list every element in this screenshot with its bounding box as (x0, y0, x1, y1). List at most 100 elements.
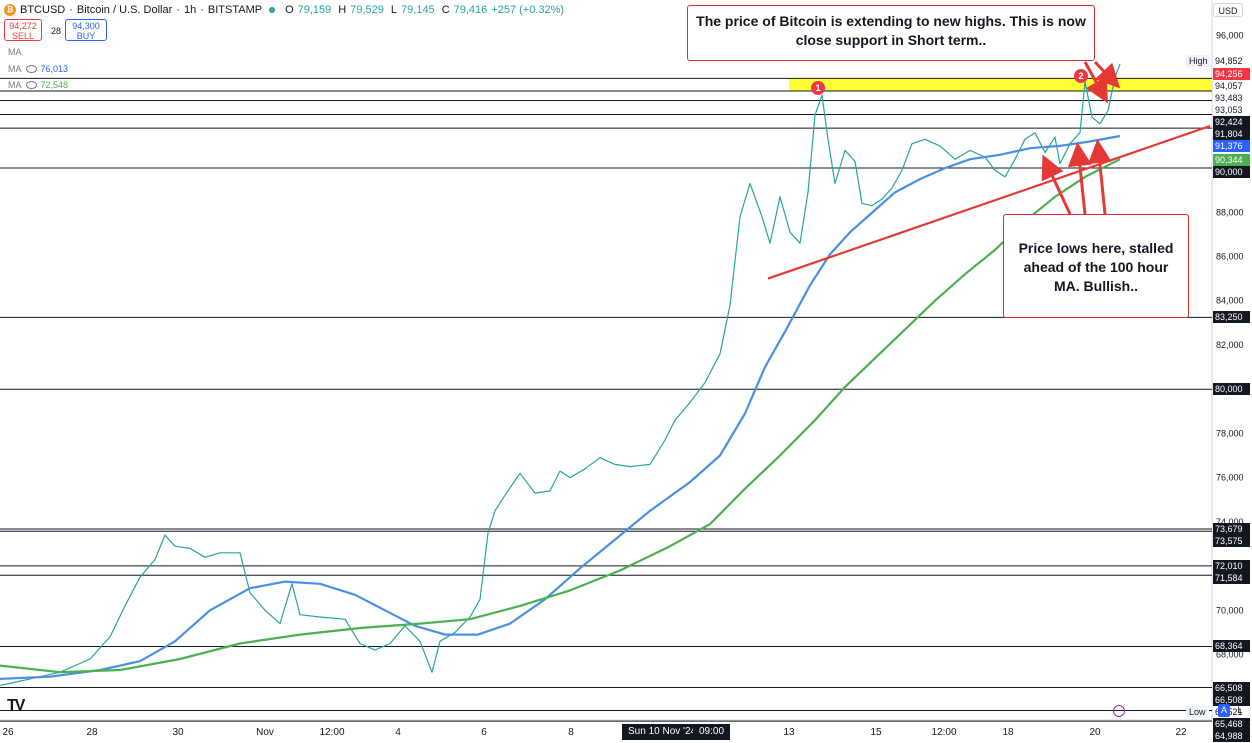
eye-icon[interactable] (25, 81, 37, 89)
market-open-icon (269, 7, 276, 13)
y-tick-label: 84,000 (1216, 296, 1244, 306)
x-tick-label: Nov (256, 727, 274, 738)
ohlc-open: 79,159 (297, 4, 332, 16)
ohlc-high: 79,529 (350, 4, 384, 16)
separator: · (200, 4, 204, 16)
crosshair-time: 09:00 (693, 724, 731, 740)
x-tick-label: 26 (2, 727, 14, 738)
x-tick-label: 28 (86, 727, 98, 738)
price-tag: 93,053 (1213, 103, 1250, 116)
symbol-name: Bitcoin / U.S. Dollar (76, 4, 173, 16)
x-tick-label: 20 (1089, 727, 1101, 738)
price-tag: 73,575 (1213, 534, 1250, 547)
price-tag: 94,256 (1213, 67, 1250, 80)
x-tick-label: 12:00 (931, 727, 956, 738)
ohlc-low: 79,145 (401, 4, 435, 16)
price-tag: 90,000 (1213, 166, 1250, 179)
sell-price: 94,272 (9, 21, 37, 31)
exchange: BITSTAMP (207, 4, 263, 16)
ohlc-low-key: L (390, 4, 398, 16)
interval[interactable]: 1h (183, 4, 197, 16)
ohlc-close-key: C (441, 4, 450, 16)
ma-legend-row[interactable]: MA 72,548 (8, 80, 68, 90)
price-tag: 91,376 (1213, 139, 1250, 152)
buy-button[interactable]: 94,300 BUY (65, 19, 107, 41)
y-tick-label: 70,000 (1216, 605, 1244, 615)
replay-icon[interactable] (1113, 705, 1125, 717)
price-extreme-label: High (1186, 54, 1211, 67)
x-tick-label: 30 (172, 727, 184, 738)
ma-legend-row[interactable]: MA 76,013 (8, 64, 68, 74)
y-tick-label: 96,000 (1216, 30, 1244, 40)
price-tag: 80,000 (1213, 383, 1250, 396)
sell-label: SELL (11, 31, 35, 41)
buy-label: BUY (76, 31, 96, 41)
price-tag: 91,804 (1213, 127, 1250, 140)
price-tag: 90,344 (1213, 154, 1250, 167)
y-tick-label: 74,000 (1216, 517, 1244, 527)
eye-icon[interactable] (25, 65, 37, 73)
x-axis[interactable]: 26 28 30 Nov 12:00 4 6 8 13 15 12:00 18 20 22 (2, 727, 1187, 738)
ohlc-high-key: H (338, 4, 347, 16)
symbol-code[interactable]: BTCUSD (20, 4, 66, 16)
price-tag: 73,679 (1213, 522, 1250, 535)
x-tick-label: 15 (870, 727, 882, 738)
ohlc-change: +257 (+0.32%) (491, 4, 565, 16)
ma-label: MA (8, 47, 22, 57)
y-tick-label: 78,000 (1216, 428, 1244, 438)
spread-value: 28 (51, 26, 62, 36)
trend-line (767, 124, 1211, 280)
price-extreme-label: Low (1186, 705, 1209, 718)
annotation-price-lows[interactable]: Price lows here, stalled ahead of the 10… (1003, 214, 1189, 318)
ohlc-close: 79,416 (453, 4, 488, 16)
x-tick-label: 12:00 (319, 727, 344, 738)
x-tick-label: 18 (1002, 727, 1014, 738)
y-tick-label: 76,000 (1216, 473, 1244, 483)
price-tag: 92,424 (1213, 115, 1250, 128)
x-tick-label: 13 (783, 727, 795, 738)
price-tag: 83,250 (1213, 311, 1250, 324)
log-scale-button[interactable]: L (1237, 705, 1243, 715)
annotation-new-highs[interactable]: The price of Bitcoin is extending to new… (687, 5, 1095, 61)
separator: · (69, 4, 73, 16)
sell-button[interactable]: 94,272 SELL (4, 19, 42, 41)
x-tick-label: 8 (568, 727, 574, 738)
marker-1[interactable]: 1 (811, 81, 825, 95)
price-tag: 71,584 (1213, 571, 1250, 584)
annotation-arrow (1041, 154, 1072, 215)
price-tag: 66,508 (1213, 693, 1250, 706)
annotation-arrows (1041, 60, 1121, 215)
auto-scale-button[interactable]: A (1218, 704, 1230, 717)
buy-price: 94,300 (72, 21, 100, 31)
horizontal-levels (0, 77, 1212, 722)
tradingview-logo[interactable]: TV (7, 697, 26, 714)
ma-100-line (0, 134, 1121, 680)
separator: · (176, 4, 180, 16)
currency-selector[interactable]: USD (1213, 3, 1243, 17)
price-tag: 94,057 (1213, 79, 1250, 92)
y-tick-label: 86,000 (1216, 252, 1244, 262)
ohlc-open-key: O (285, 4, 294, 16)
crosshair-date: Sun 10 Nov '24 (622, 724, 703, 740)
ma-legend-row[interactable]: MA (8, 47, 26, 57)
support-zone (789, 78, 1212, 92)
price-tag: 94,852 (1213, 54, 1250, 67)
y-tick-label: 68,000 (1216, 650, 1244, 660)
marker-2[interactable]: 2 (1074, 69, 1088, 83)
grid-layer (0, 0, 1252, 721)
ma-label: MA (8, 64, 22, 74)
annotation-arrow (1093, 60, 1121, 89)
series-layer (0, 63, 1211, 687)
x-tick-label: 6 (481, 727, 487, 738)
price-tag: 65,468 (1213, 717, 1250, 730)
price-tag: 64,988 (1213, 729, 1250, 742)
ma-200-line (0, 158, 1121, 674)
symbol-header: ₿ BTCUSD · Bitcoin / U.S. Dollar · 1h · … (4, 3, 564, 17)
x-tick-label: 22 (1175, 727, 1187, 738)
y-tick-label: 82,000 (1216, 340, 1244, 350)
ma-value: 72,548 (40, 80, 69, 90)
price-line (0, 63, 1121, 687)
ma-value: 76,013 (40, 64, 69, 74)
price-tag: 93,483 (1213, 91, 1250, 104)
